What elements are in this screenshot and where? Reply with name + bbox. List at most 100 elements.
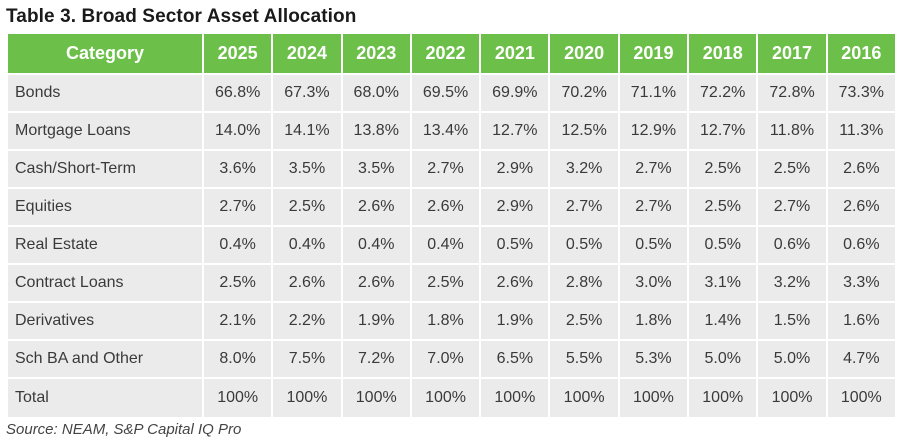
value-cell: 69.5% — [409, 73, 482, 113]
value-cell: 0.5% — [548, 225, 620, 265]
value-cell: 13.4% — [409, 111, 482, 151]
value-cell: 5.0% — [687, 339, 759, 379]
value-cell: 0.4% — [271, 225, 343, 265]
value-cell: 71.1% — [617, 73, 690, 113]
value-cell: 2.8% — [548, 263, 620, 303]
value-cell: 0.6% — [756, 225, 828, 265]
header-year: 2023 — [340, 32, 412, 75]
value-cell: 70.2% — [548, 73, 620, 113]
value-cell: 12.7% — [479, 111, 551, 151]
value-cell: 11.3% — [825, 111, 897, 151]
table-row: Mortgage Loans 14.0% 14.1% 13.8% 13.4% 12.7% 1… — [6, 111, 897, 151]
value-cell: 5.3% — [617, 339, 690, 379]
table-row: Real Estate 0.4% 0.4% 0.4% 0.4% 0.5% 0.5% 0.5% 0… — [6, 225, 897, 265]
value-cell: 100% — [479, 377, 551, 419]
table-row: Cash/Short-Term 3.6% 3.5% 3.5% 2.7% 2.9% 3.2% 2… — [6, 149, 897, 189]
header-year: 2022 — [409, 32, 482, 75]
table-header-row: Category 2025 2024 2023 2022 2021 2020 2… — [6, 32, 897, 75]
row-category-cell: Equities — [6, 187, 204, 227]
value-cell: 100% — [548, 377, 620, 419]
value-cell: 72.8% — [756, 73, 828, 113]
value-cell: 1.8% — [617, 301, 690, 341]
value-cell: 1.9% — [479, 301, 551, 341]
value-cell: 3.5% — [340, 149, 412, 189]
value-cell: 14.0% — [201, 111, 274, 151]
value-cell: 0.6% — [825, 225, 897, 265]
header-year: 2017 — [756, 32, 828, 75]
value-cell: 1.4% — [687, 301, 759, 341]
value-cell: 100% — [687, 377, 759, 419]
header-category: Category — [6, 32, 204, 75]
value-cell: 12.5% — [548, 111, 620, 151]
value-cell: 12.9% — [617, 111, 690, 151]
row-category-cell: Real Estate — [6, 225, 204, 265]
row-category-cell: Contract Loans — [6, 263, 204, 303]
value-cell: 2.9% — [479, 187, 551, 227]
value-cell: 73.3% — [825, 73, 897, 113]
value-cell: 3.2% — [756, 263, 828, 303]
value-cell: 2.6% — [340, 187, 412, 227]
value-cell: 1.5% — [756, 301, 828, 341]
value-cell: 7.5% — [271, 339, 343, 379]
value-cell: 100% — [201, 377, 274, 419]
table-body: Bonds 66.8% 67.3% 68.0% 69.5% 69.9% 70.2% 71.1%… — [6, 73, 897, 419]
value-cell: 11.8% — [756, 111, 828, 151]
value-cell: 2.6% — [825, 187, 897, 227]
row-category-cell: Bonds — [6, 73, 204, 113]
value-cell: 68.0% — [340, 73, 412, 113]
value-cell: 2.5% — [409, 263, 482, 303]
value-cell: 6.5% — [479, 339, 551, 379]
value-cell: 72.2% — [687, 73, 759, 113]
value-cell: 2.6% — [271, 263, 343, 303]
value-cell: 100% — [756, 377, 828, 419]
value-cell: 0.5% — [479, 225, 551, 265]
table-row: Bonds 66.8% 67.3% 68.0% 69.5% 69.9% 70.2% 71.1%… — [6, 73, 897, 113]
value-cell: 0.4% — [201, 225, 274, 265]
value-cell: 13.8% — [340, 111, 412, 151]
header-year: 2019 — [617, 32, 690, 75]
value-cell: 0.5% — [687, 225, 759, 265]
value-cell: 2.2% — [271, 301, 343, 341]
value-cell: 14.1% — [271, 111, 343, 151]
header-year: 2018 — [687, 32, 759, 75]
value-cell: 2.5% — [687, 187, 759, 227]
value-cell: 100% — [409, 377, 482, 419]
value-cell: 7.0% — [409, 339, 482, 379]
value-cell: 12.7% — [687, 111, 759, 151]
row-category-cell: Cash/Short-Term — [6, 149, 204, 189]
value-cell: 2.5% — [271, 187, 343, 227]
allocation-table: Category 2025 2024 2023 2022 2021 2020 2… — [6, 32, 897, 419]
value-cell: 2.7% — [201, 187, 274, 227]
value-cell: 2.7% — [548, 187, 620, 227]
value-cell: 2.5% — [201, 263, 274, 303]
value-cell: 3.5% — [271, 149, 343, 189]
value-cell: 5.5% — [548, 339, 620, 379]
value-cell: 2.9% — [479, 149, 551, 189]
value-cell: 3.1% — [687, 263, 759, 303]
value-cell: 69.9% — [479, 73, 551, 113]
row-category-cell: Mortgage Loans — [6, 111, 204, 151]
header-year: 2020 — [548, 32, 620, 75]
value-cell: 1.6% — [825, 301, 897, 341]
value-cell: 2.6% — [340, 263, 412, 303]
value-cell: 2.5% — [756, 149, 828, 189]
row-category-cell: Sch BA and Other — [6, 339, 204, 379]
row-category-cell: Total — [6, 377, 204, 419]
header-year: 2021 — [479, 32, 551, 75]
value-cell: 66.8% — [201, 73, 274, 113]
value-cell: 4.7% — [825, 339, 897, 379]
value-cell: 2.1% — [201, 301, 274, 341]
table-row: Contract Loans 2.5% 2.6% 2.6% 2.5% 2.6% 2.8% 3.… — [6, 263, 897, 303]
value-cell: 8.0% — [201, 339, 274, 379]
value-cell: 2.6% — [479, 263, 551, 303]
value-cell: 100% — [617, 377, 690, 419]
value-cell: 2.6% — [825, 149, 897, 189]
value-cell: 100% — [271, 377, 343, 419]
value-cell: 1.9% — [340, 301, 412, 341]
table-row: Sch BA and Other 8.0% 7.5% 7.2% 7.0% 6.5% 5.5%… — [6, 339, 897, 379]
value-cell: 3.2% — [548, 149, 620, 189]
table-row: Derivatives 2.1% 2.2% 1.9% 1.8% 1.9% 2.5% 1.8% 1… — [6, 301, 897, 341]
value-cell: 100% — [340, 377, 412, 419]
value-cell: 0.4% — [409, 225, 482, 265]
value-cell: 2.7% — [756, 187, 828, 227]
